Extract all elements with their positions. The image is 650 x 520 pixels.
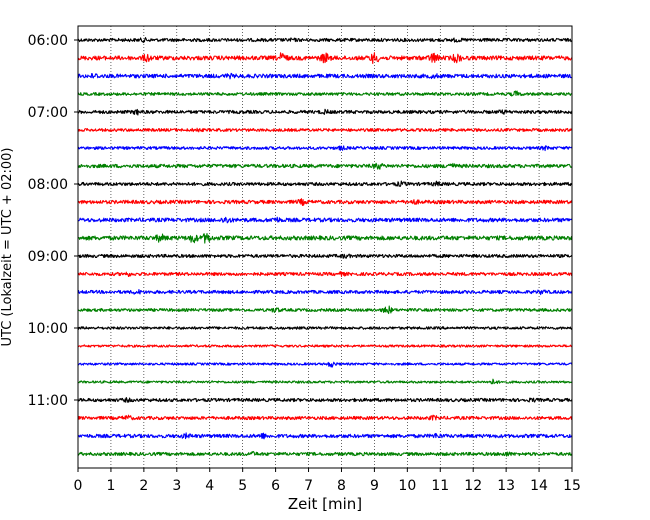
trace-1100: [77, 396, 573, 404]
x-tick-label-13: 13: [497, 478, 515, 494]
trace-0830: [77, 216, 573, 224]
trace-0700: [77, 108, 573, 116]
x-tick-label-5: 5: [238, 478, 247, 494]
trace-0715: [77, 127, 573, 133]
y-axis-label: UTC (Lokalzeit = UTC + 02:00): [0, 148, 15, 347]
x-tick-label-10: 10: [398, 478, 416, 494]
trace-0600: [77, 37, 573, 44]
plot-frame: [77, 25, 573, 469]
x-axis-label: Zeit [min]: [288, 495, 362, 513]
trace-0915: [77, 270, 573, 278]
trace-0930: [77, 289, 573, 296]
trace-0615: [77, 52, 573, 64]
y-tick-label-4: 10:00: [28, 321, 68, 337]
trace-0630: [77, 72, 573, 80]
trace-0800: [77, 180, 573, 187]
trace-1015: [77, 344, 573, 348]
x-tick-label-7: 7: [304, 478, 313, 494]
x-tick-label-15: 15: [563, 478, 581, 494]
trace-0845: [77, 233, 573, 244]
trace-1130: [77, 432, 573, 440]
trace-0745: [77, 162, 573, 170]
x-tick-label-2: 2: [139, 478, 148, 494]
y-tick-label-2: 08:00: [28, 177, 68, 193]
trace-group: [77, 37, 573, 457]
x-tick-label-12: 12: [464, 478, 482, 494]
y-axis-ticks: 06:00 07:00 08:00 09:00 10:00 11:00: [28, 33, 78, 409]
x-tick-label-3: 3: [172, 478, 181, 494]
trace-1000: [77, 326, 573, 330]
trace-0900: [77, 253, 573, 259]
trace-0945: [77, 305, 573, 315]
y-tick-label-1: 07:00: [28, 105, 68, 121]
x-tick-label-6: 6: [271, 478, 280, 494]
trace-1045: [77, 378, 573, 385]
x-axis-ticks: 0 1 2 3 4 5 6 7 8 9 10 11 12 13 14 15: [74, 468, 581, 494]
y-tick-label-5: 11:00: [28, 393, 68, 409]
trace-1030: [77, 361, 573, 368]
x-tick-label-14: 14: [530, 478, 548, 494]
y-tick-label-0: 06:00: [28, 33, 68, 49]
x-tick-label-11: 11: [431, 478, 449, 494]
trace-0815: [77, 198, 573, 206]
x-tick-label-4: 4: [205, 478, 214, 494]
x-tick-label-0: 0: [74, 478, 83, 494]
y-tick-label-3: 09:00: [28, 249, 68, 265]
trace-0645: [77, 90, 573, 97]
trace-1115: [77, 414, 573, 421]
trace-1145: [77, 450, 573, 457]
trace-0730: [77, 145, 573, 152]
x-tick-label-1: 1: [106, 478, 115, 494]
x-tick-label-8: 8: [337, 478, 346, 494]
x-tick-label-9: 9: [370, 478, 379, 494]
